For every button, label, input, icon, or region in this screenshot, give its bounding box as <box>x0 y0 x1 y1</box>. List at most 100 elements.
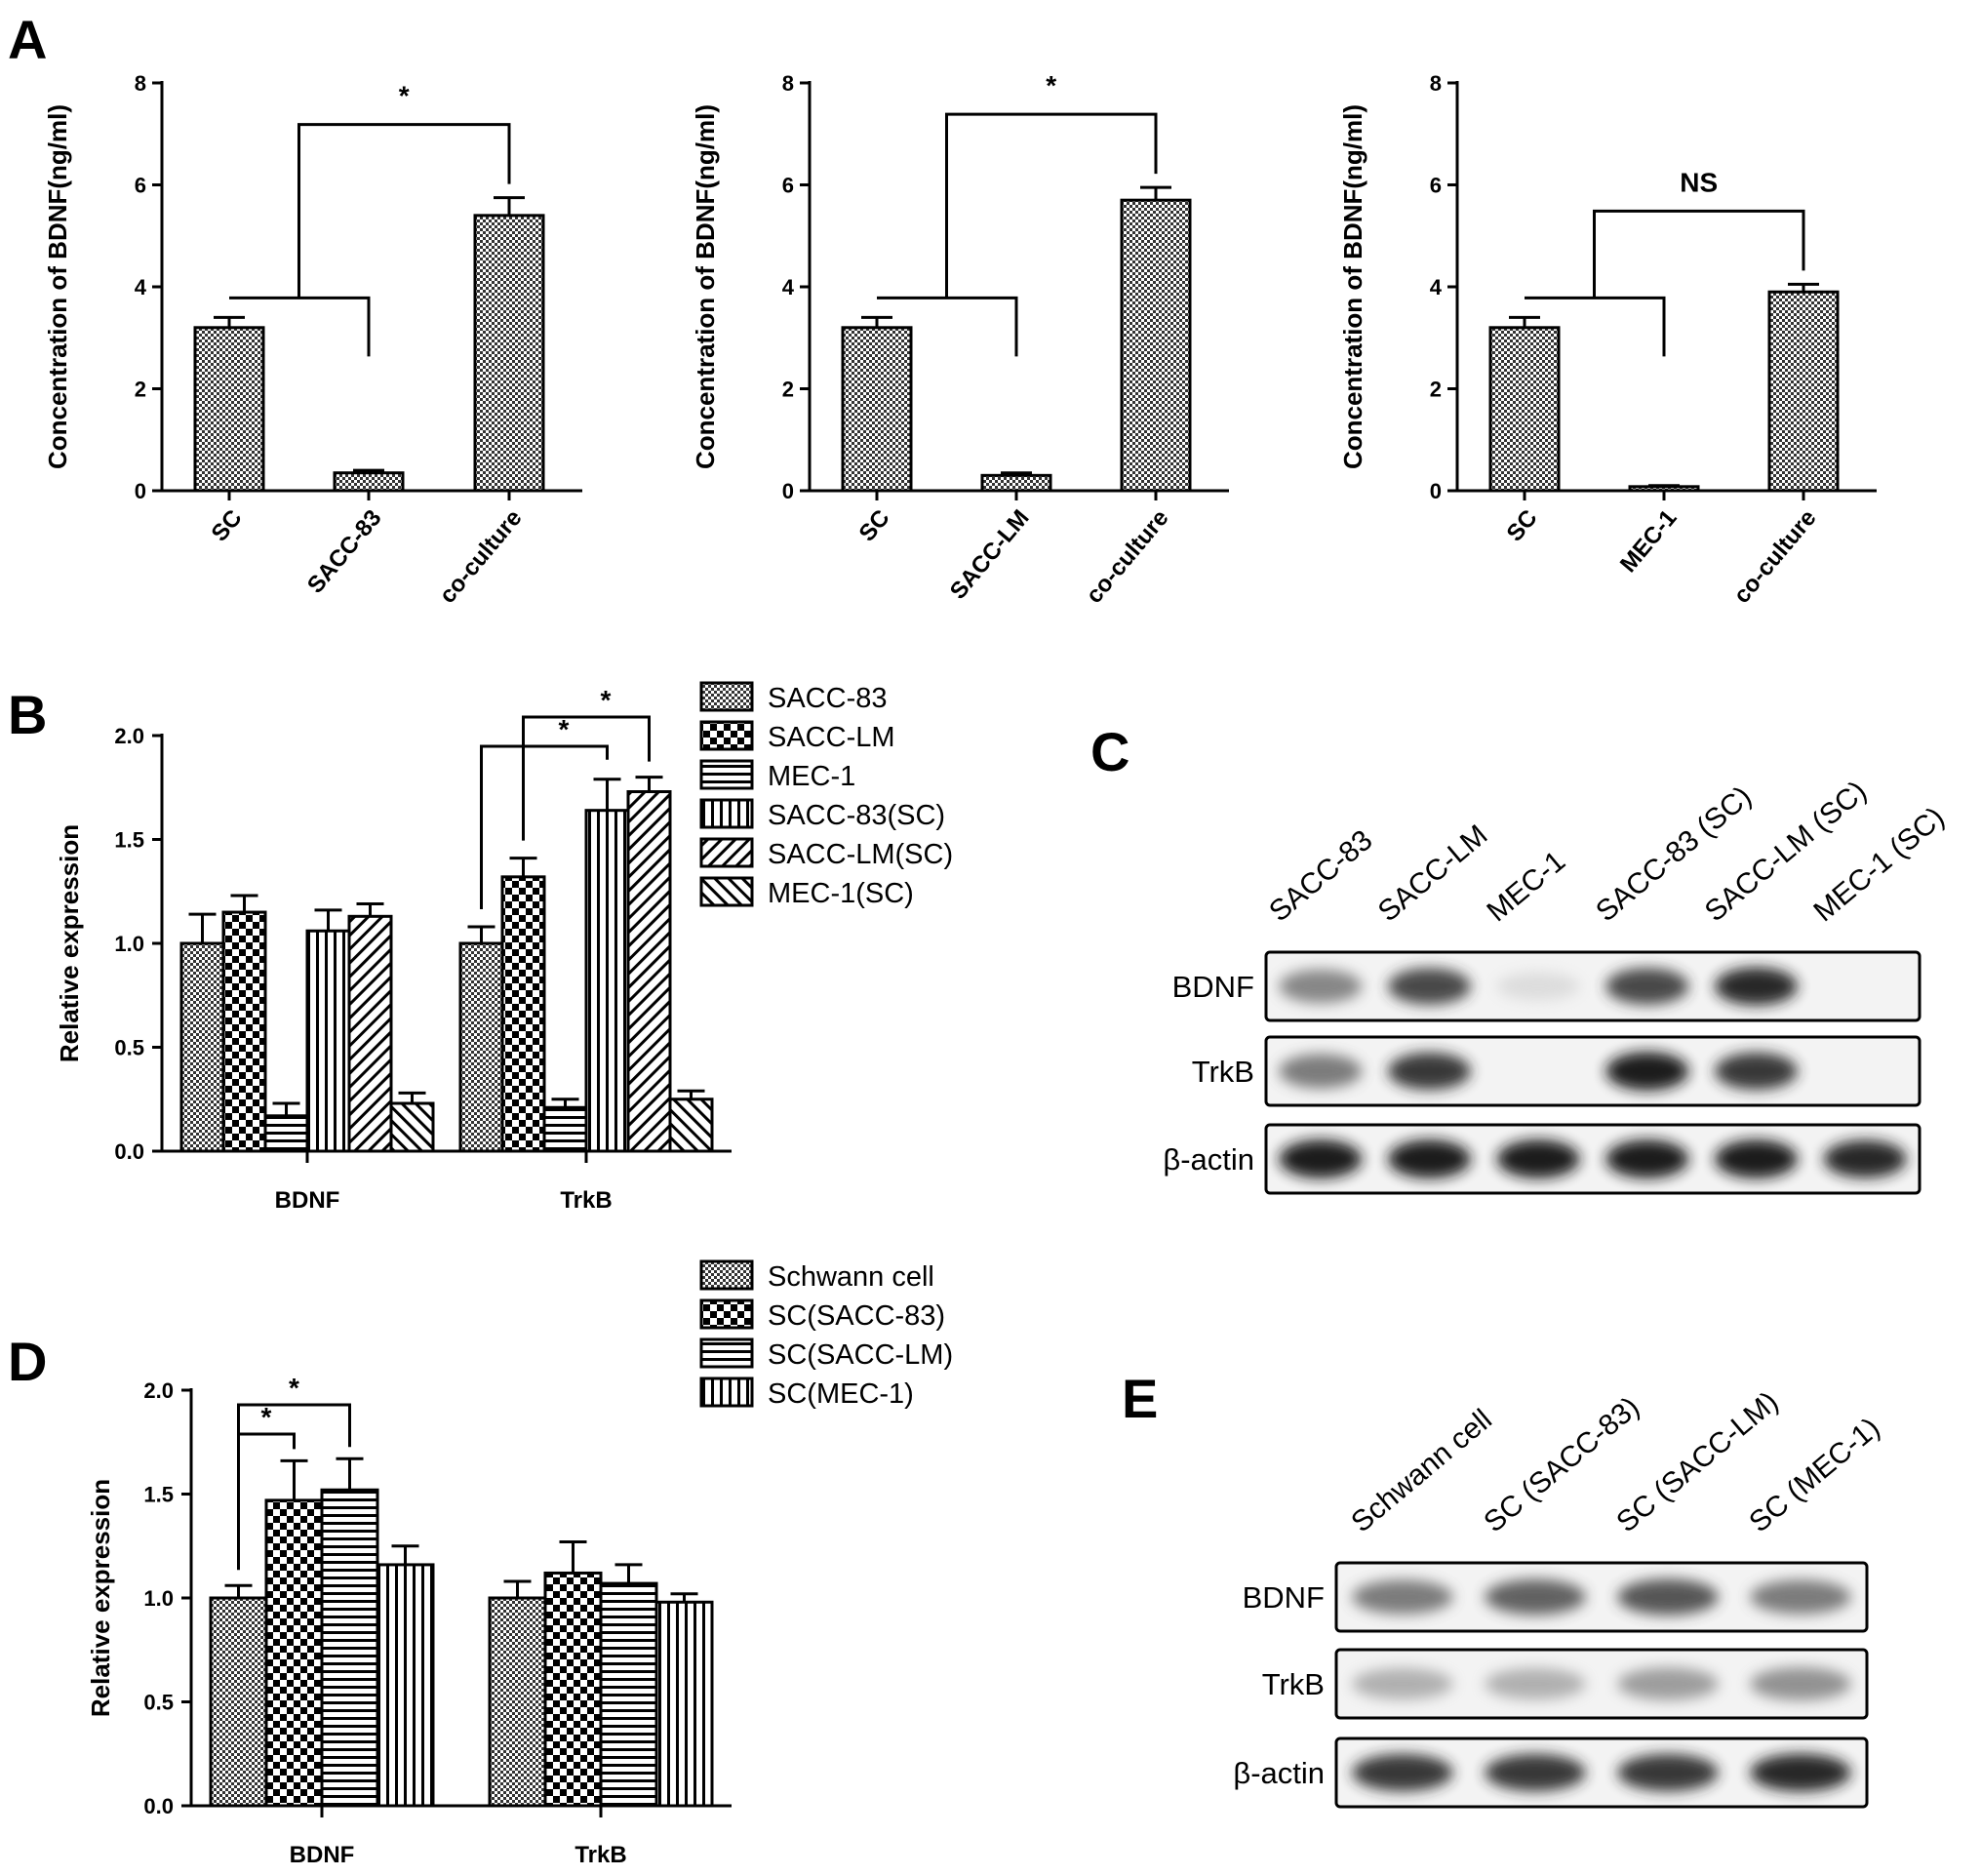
bar-trkb-mec-1-sc <box>668 1098 714 1153</box>
panel-letter-c: C <box>1090 721 1129 782</box>
blot-band <box>1279 1139 1363 1178</box>
bar-co-culture <box>473 214 545 493</box>
bar-sacc-83 <box>333 471 405 493</box>
blot-band <box>1352 1667 1453 1700</box>
bar-trkb-sc-sacc-83 <box>543 1571 603 1808</box>
bar-bdnf-sacc-lm <box>221 910 267 1153</box>
bar-bdnf-sc-sacc-83 <box>264 1498 324 1808</box>
significance-bracket <box>522 715 651 841</box>
y-tick-label: 2 <box>782 378 794 402</box>
bar-bdnf-sacc-83 <box>179 941 225 1153</box>
blot-strip-actin <box>1264 1123 1922 1195</box>
x-category-label: SC <box>206 505 247 547</box>
panel-b-chart: 0.0 0.5 1.0 1.5 2.0 Relative expression BDNF Tr… <box>55 681 953 1214</box>
panel-a-chart-sacclm: 0 2 4 6 8 Concentration of BDNF(ng/ml) SC SACC-… <box>691 70 1229 609</box>
y-axis-title: Relative expression <box>55 824 84 1062</box>
y-tick-label: 1.0 <box>143 1586 174 1611</box>
y-tick-label: 1.5 <box>114 828 144 853</box>
y-tick-label: 4 <box>135 275 147 299</box>
legend-swatch-mec-1 <box>699 759 754 790</box>
significance-group-bracket <box>229 296 371 357</box>
y-axis-title: Concentration of BDNF(ng/ml) <box>1338 104 1367 469</box>
legend-swatch-sacc-83-sc <box>699 798 754 829</box>
x-category-label: SACC-83 <box>302 505 387 599</box>
x-category-label: TrkB <box>560 1187 612 1214</box>
y-tick-label: 0 <box>135 479 146 503</box>
blot-band <box>1750 1753 1851 1792</box>
significance-label: * <box>261 1402 272 1432</box>
bar-trkb-sacc-83-sc <box>584 809 630 1153</box>
blot-row-label: TrkB <box>1192 1055 1254 1089</box>
blot-strip-trkb <box>1334 1648 1869 1720</box>
lane-label: SACC-83 <box>1263 824 1378 929</box>
bar-trkb-sacc-83 <box>458 941 504 1153</box>
bar-co-culture <box>1767 290 1840 493</box>
blot-band <box>1485 1753 1586 1792</box>
blot-strip-trkb <box>1264 1035 1922 1107</box>
legend-label: SACC-LM(SC) <box>768 839 953 870</box>
y-axis-title: Relative expression <box>86 1479 115 1717</box>
significance-group-bracket <box>1525 296 1666 357</box>
bar-bdnf-sc-mec-1 <box>376 1563 435 1808</box>
y-tick-label: 2 <box>135 378 146 402</box>
bar-bdnf-sacc-lm-sc <box>347 914 393 1153</box>
significance-label: * <box>1046 70 1056 100</box>
y-tick-label: 0.0 <box>143 1794 174 1818</box>
lane-label: SC (MEC-1) <box>1743 1412 1885 1538</box>
y-tick-label: 8 <box>135 71 146 96</box>
legend-label: MEC-1(SC) <box>768 878 914 909</box>
bar-mec-1 <box>1628 485 1700 493</box>
panel-letters: A B C D E <box>8 9 1158 1429</box>
y-tick-label: 8 <box>782 71 794 96</box>
panel-letter-e: E <box>1122 1368 1158 1429</box>
y-tick-label: 0 <box>1430 479 1442 503</box>
bar-bdnf-sc-sacc-lm <box>320 1488 379 1808</box>
panel-letter-d: D <box>8 1331 47 1392</box>
bar-trkb-sc-mec-1 <box>654 1600 714 1808</box>
y-tick-label: 2.0 <box>114 724 144 748</box>
y-tick-label: 0.0 <box>114 1139 144 1164</box>
blot-band <box>1617 1753 1719 1792</box>
bar-trkb-schwann-cell <box>488 1596 547 1808</box>
significance-bracket <box>945 112 1158 299</box>
significance-bracket <box>237 1403 351 1448</box>
bar-sc <box>1488 326 1561 493</box>
legend-swatch-sc-mec-1 <box>699 1377 754 1408</box>
blot-band <box>1352 1753 1453 1792</box>
blot-band <box>1617 1578 1719 1616</box>
panel-a-chart-mec1: 0 2 4 6 8 Concentration of BDNF(ng/ml) SC MEC-1… <box>1338 71 1877 609</box>
x-category-label: TrkB <box>574 1842 626 1868</box>
bar-trkb-sc-sacc-lm <box>599 1581 658 1808</box>
significance-label: NS <box>1680 167 1718 197</box>
x-category-label: co-culture <box>1081 505 1173 609</box>
legend-label: SC(MEC-1) <box>768 1378 914 1410</box>
significance-label: * <box>601 685 612 715</box>
blot-band <box>1715 967 1798 1006</box>
blot-band <box>1496 1139 1580 1178</box>
y-tick-label: 1.0 <box>114 932 144 956</box>
blot-band <box>1388 1052 1471 1091</box>
bar-trkb-mec-1 <box>542 1105 588 1153</box>
significance-bracket <box>297 123 511 299</box>
x-category-label: BDNF <box>290 1842 355 1868</box>
bar-trkb-sacc-lm-sc <box>626 790 672 1153</box>
legend-swatch-sacc-lm <box>699 720 754 751</box>
y-axis-title: Concentration of BDNF(ng/ml) <box>43 104 72 469</box>
bar-bdnf-sacc-83-sc <box>305 929 351 1153</box>
blot-band <box>1823 1139 1907 1178</box>
blot-row-label: TrkB <box>1262 1667 1325 1701</box>
bar-trkb-sacc-lm <box>500 875 546 1153</box>
y-tick-label: 4 <box>782 275 795 299</box>
blot-strip-bdnf <box>1264 950 1922 1022</box>
legend-swatch-sacc-lm-sc <box>699 837 754 868</box>
x-category-label: co-culture <box>1728 505 1821 609</box>
blot-band <box>1750 1667 1851 1700</box>
y-tick-label: 1.5 <box>143 1483 174 1507</box>
y-tick-label: 6 <box>135 174 146 198</box>
legend-label: SC(SACC-LM) <box>768 1339 953 1371</box>
blot-band <box>1352 1579 1453 1615</box>
significance-group-bracket <box>877 296 1018 357</box>
blot-band <box>1715 1139 1798 1178</box>
